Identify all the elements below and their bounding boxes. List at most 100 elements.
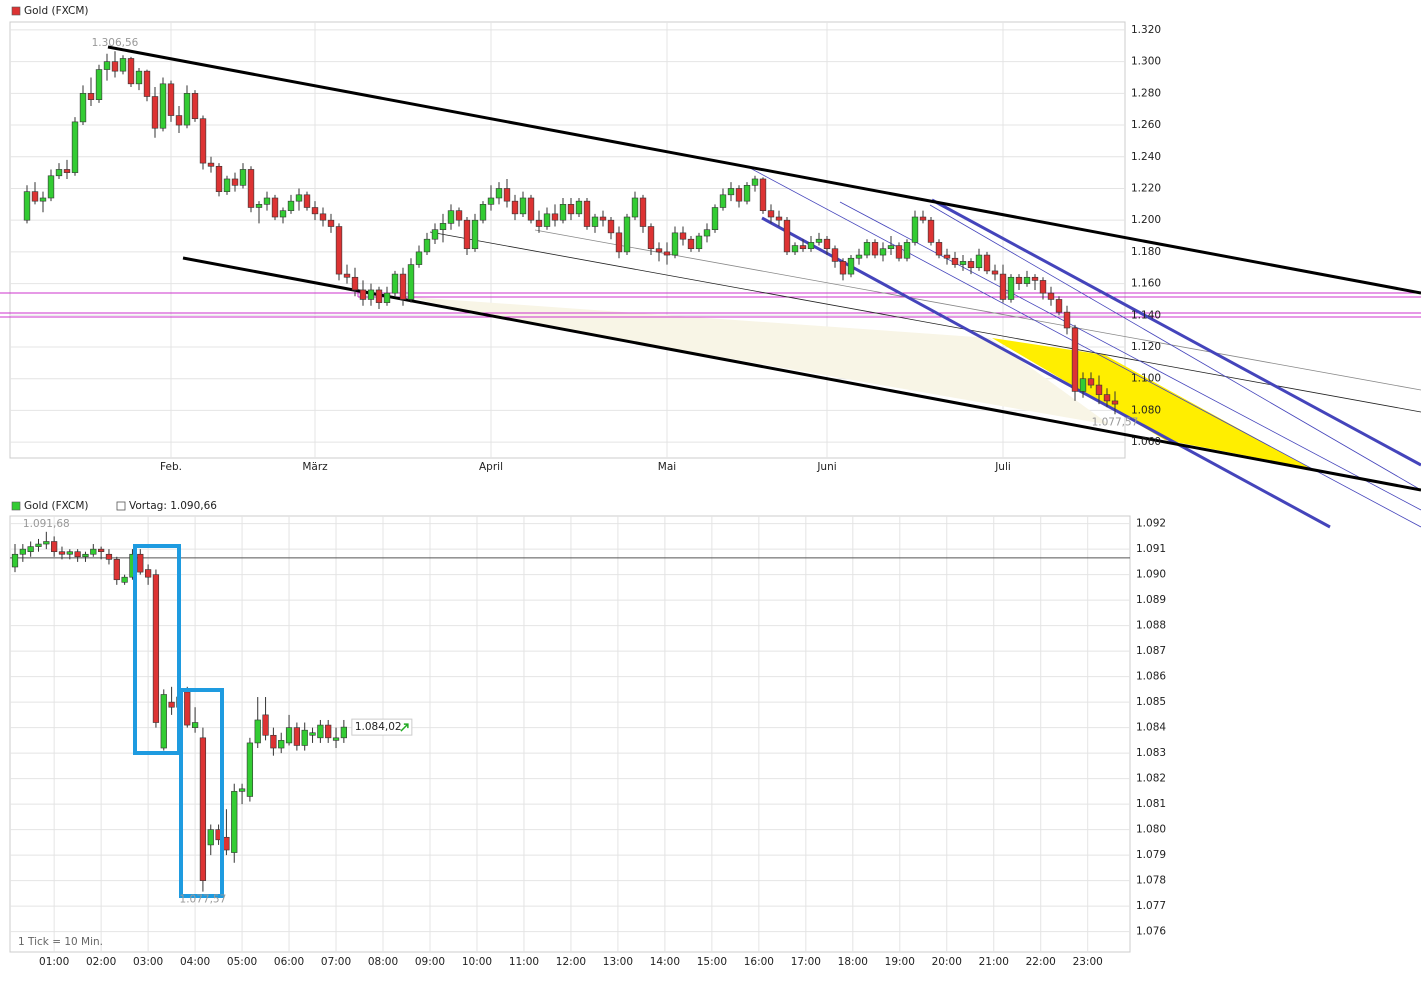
candle-body — [479, 204, 487, 221]
y-tick-label: 1.087 — [1136, 645, 1166, 657]
candle-body — [471, 219, 479, 250]
candle-body — [967, 261, 975, 269]
candle-body — [935, 242, 943, 256]
x-tick-label: Feb. — [160, 461, 182, 473]
y-tick-label: 1.240 — [1131, 151, 1161, 163]
candle-body — [309, 732, 316, 736]
candle-body — [367, 289, 375, 300]
candle-body — [113, 559, 120, 581]
candle-body — [168, 701, 175, 708]
candle-body — [679, 232, 687, 240]
candle-body — [719, 194, 727, 208]
candle-body — [487, 197, 495, 205]
candle-body — [607, 219, 615, 234]
candle-body — [1031, 276, 1039, 281]
candle-body — [855, 254, 863, 259]
x-tick-label: 04:00 — [180, 956, 210, 968]
candle-body — [325, 724, 332, 739]
x-tick-label: 19:00 — [885, 956, 915, 968]
x-tick-label: 05:00 — [227, 956, 257, 968]
candle-body — [879, 248, 887, 256]
candle-body — [301, 729, 308, 746]
extreme-label: 1.091,68 — [23, 518, 70, 530]
y-tick-label: 1.080 — [1131, 404, 1161, 416]
candle-body — [919, 216, 927, 221]
candle-body — [399, 273, 407, 300]
candle-body — [735, 188, 743, 202]
legend-label: Vortag: 1.090,66 — [129, 500, 217, 512]
candle-body — [343, 273, 351, 278]
candle-body — [247, 169, 255, 208]
extreme-label: 1.077,57 — [1092, 416, 1139, 428]
candle-body — [144, 569, 152, 578]
candle-body — [167, 83, 175, 116]
candle-body — [535, 219, 543, 227]
y-tick-label: 1.083 — [1136, 747, 1166, 759]
candle-body — [783, 219, 791, 253]
candle-body — [927, 219, 935, 243]
candle-body — [127, 58, 135, 85]
candle-body — [1095, 384, 1103, 395]
y-tick-label: 1.160 — [1131, 278, 1161, 290]
candle-body — [431, 229, 439, 240]
candle-body — [599, 216, 607, 221]
x-tick-label: Mai — [658, 461, 676, 473]
legend-label: Gold (FXCM) — [24, 5, 89, 17]
y-tick-label: 1.091 — [1136, 543, 1166, 555]
candle-body — [191, 93, 199, 120]
candle-body — [623, 216, 631, 253]
candle-body — [287, 200, 295, 211]
candle-body — [831, 248, 839, 262]
candle-body — [51, 541, 58, 552]
x-tick-label: 13:00 — [603, 956, 633, 968]
candle-body — [575, 200, 583, 215]
candle-body — [303, 194, 311, 208]
candle-body — [463, 219, 471, 250]
candle-body — [295, 194, 303, 202]
candle-body — [103, 61, 111, 70]
y-tick-label: 1.180 — [1131, 246, 1161, 258]
candle-body — [279, 210, 287, 218]
candle-body — [79, 93, 87, 123]
candle-body — [137, 553, 144, 573]
candle-body — [66, 551, 73, 555]
candle-body — [551, 213, 559, 221]
candle-body — [119, 58, 127, 72]
candle-body — [95, 69, 103, 100]
candle-body — [43, 541, 50, 545]
candle-body — [751, 178, 759, 186]
candle-body — [815, 238, 823, 243]
candle-body — [255, 204, 263, 208]
candle-body — [863, 242, 871, 256]
candle-body — [711, 207, 719, 230]
candle-body — [184, 691, 191, 726]
candle-body — [391, 273, 399, 294]
candle-body — [775, 216, 783, 221]
candle-body — [121, 576, 128, 583]
y-tick-label: 1.076 — [1136, 926, 1166, 938]
candle-body — [743, 185, 751, 202]
last-price-box — [351, 718, 413, 736]
x-tick-label: 22:00 — [1026, 956, 1056, 968]
x-tick-label: 16:00 — [744, 956, 774, 968]
candle-body — [39, 197, 47, 202]
x-tick-label: 06:00 — [274, 956, 304, 968]
candle-body — [152, 574, 160, 723]
y-tick-label: 1.082 — [1136, 773, 1166, 785]
top-candles — [23, 51, 1119, 415]
candle-body — [74, 551, 81, 558]
candle-body — [1071, 327, 1079, 392]
candle-body — [1039, 280, 1047, 294]
x-tick-label: 20:00 — [932, 956, 962, 968]
candle-body — [975, 254, 983, 269]
candle-body — [223, 836, 230, 851]
x-tick-label: 15:00 — [697, 956, 727, 968]
candle-body — [160, 694, 167, 749]
candle-body — [791, 245, 799, 253]
candle-body — [199, 118, 207, 164]
channel-line — [761, 216, 1331, 529]
candle-body — [71, 121, 79, 173]
candle-body — [983, 254, 991, 272]
extreme-label: 1.077,57 — [180, 894, 227, 906]
y-tick-label: 1.080 — [1136, 824, 1166, 836]
